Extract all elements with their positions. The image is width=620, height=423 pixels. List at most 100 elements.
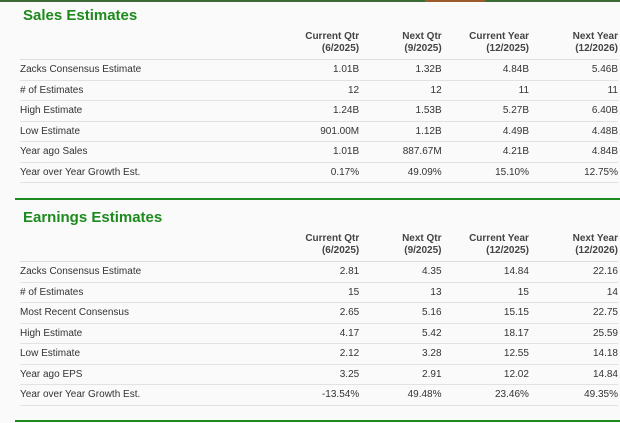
value-cell: 901.00M [273,121,360,142]
row-label: Low Estimate [20,343,274,365]
header-label-cell [20,229,274,262]
column-header-period: Next Qtr [402,31,442,42]
row-label: Year over Year Growth Est. [20,162,274,183]
table-row: Zacks Consensus Estimate 2.81 4.35 14.84 22.… [20,261,618,283]
table-row: Most Recent Consensus 2.65 5.16 15.15 22.75 [20,302,618,324]
value-cell: 4.35 [359,261,442,283]
table-row: Year ago EPS 3.25 2.91 12.02 14.84 [20,364,618,385]
value-cell: 23.46% [441,384,529,406]
active-nav-indicator [425,0,485,2]
value-cell: 1.24B [273,100,360,122]
column-header-date: (12/2025) [486,43,530,54]
table-row: Zacks Consensus Estimate 1.01B 1.32B 4.84B 5… [20,59,618,81]
value-cell: 14.84 [528,364,618,385]
column-header-period: Next Year [572,31,618,42]
value-cell: 4.49B [441,121,530,142]
column-header: Current Qtr (6/2025) [273,229,360,262]
value-cell: 3.28 [359,343,442,365]
column-header: Current Qtr (6/2025) [273,27,360,60]
value-cell: 15 [441,282,529,303]
value-cell: 18.17 [441,323,529,344]
row-label: Zacks Consensus Estimate [20,59,274,81]
value-cell: 4.84B [441,59,530,81]
section-divider [15,420,620,422]
section-divider [15,198,620,200]
value-cell: 1.32B [359,59,442,81]
row-label: Low Estimate [20,121,274,142]
table-row: # of Estimates 15 13 15 14 [20,282,618,303]
row-label: # of Estimates [20,80,274,101]
column-header-date: (9/2025) [404,245,442,256]
row-label: Year ago EPS [20,364,274,385]
value-cell: 2.12 [273,343,360,365]
value-cell: 4.21B [441,141,530,163]
sales-estimates-section: Sales Estimates Current Qtr (6/2025) Next … [15,5,620,183]
value-cell: 5.46B [529,59,618,81]
section-title: Earnings Estimates [23,209,163,226]
value-cell: 4.84B [529,141,618,163]
value-cell: 12.55 [441,343,529,365]
value-cell: 49.48% [359,384,442,406]
value-cell: 15.10% [441,162,530,183]
table-row: Year over Year Growth Est. 0.17% 49.09% 15.… [20,162,618,183]
earnings-estimates-section: Earnings Estimates Current Qtr (6/2025) Ne… [15,207,620,406]
table-row: # of Estimates 12 12 11 11 [20,80,618,101]
row-label: # of Estimates [20,282,274,303]
value-cell: 49.09% [359,162,442,183]
value-cell: 1.12B [359,121,442,142]
value-cell: 2.91 [359,364,442,385]
value-cell: 1.53B [359,100,442,122]
value-cell: 15.15 [441,302,529,324]
column-header-period: Current Year [469,233,529,244]
column-header-period: Current Qtr [305,31,360,42]
row-label: Most Recent Consensus [20,302,274,324]
value-cell: 1.01B [273,141,360,163]
table-row: Year ago Sales 1.01B 887.67M 4.21B 4.84B [20,141,618,163]
row-label: High Estimate [20,100,274,122]
section-title: Sales Estimates [23,7,138,24]
value-cell: 12.02 [441,364,529,385]
value-cell: 887.67M [359,141,442,163]
value-cell: 11 [441,80,530,101]
value-cell: 3.25 [273,364,360,385]
column-header: Next Qtr (9/2025) [359,27,442,60]
value-cell: 5.16 [359,302,442,324]
column-header-date: (9/2025) [404,43,442,54]
value-cell: 14.84 [441,261,529,283]
table-row: Low Estimate 2.12 3.28 12.55 14.18 [20,343,618,365]
column-header-date: (6/2025) [321,43,360,54]
column-header-period: Next Qtr [402,233,442,244]
top-nav-bar [0,0,620,2]
table-row: High Estimate 4.17 5.42 18.17 25.59 [20,323,618,344]
column-header: Next Year (12/2026) [528,229,618,262]
value-cell: 4.17 [273,323,360,344]
row-label: Zacks Consensus Estimate [20,261,274,283]
value-cell: 0.17% [273,162,360,183]
column-header-period: Current Year [469,31,530,42]
table-header-row: Current Qtr (6/2025) Next Qtr (9/2025) Curre… [20,229,618,262]
value-cell: 5.27B [441,100,530,122]
value-cell: 14.18 [528,343,618,365]
value-cell: 12.75% [529,162,618,183]
value-cell: 14 [528,282,618,303]
value-cell: 15 [273,282,360,303]
value-cell: 5.42 [359,323,442,344]
table-row: Year over Year Growth Est. -13.54% 49.48% 2… [20,384,618,406]
column-header-period: Next Year [572,233,618,244]
value-cell: -13.54% [273,384,360,406]
row-label: High Estimate [20,323,274,344]
value-cell: 49.35% [528,384,618,406]
row-label: Year ago Sales [20,141,274,163]
value-cell: 1.01B [273,59,360,81]
value-cell: 25.59 [528,323,618,344]
column-header: Next Qtr (9/2025) [359,229,442,262]
row-label: Year over Year Growth Est. [20,384,274,406]
table-header-row: Current Qtr (6/2025) Next Qtr (9/2025) Curre… [20,27,618,60]
value-cell: 12 [359,80,442,101]
value-cell: 22.16 [528,261,618,283]
value-cell: 2.65 [273,302,360,324]
value-cell: 6.40B [529,100,618,122]
column-header-date: (12/2026) [575,43,618,54]
sales-estimates-table: Current Qtr (6/2025) Next Qtr (9/2025) Curre… [20,27,618,183]
header-label-cell [20,27,274,60]
